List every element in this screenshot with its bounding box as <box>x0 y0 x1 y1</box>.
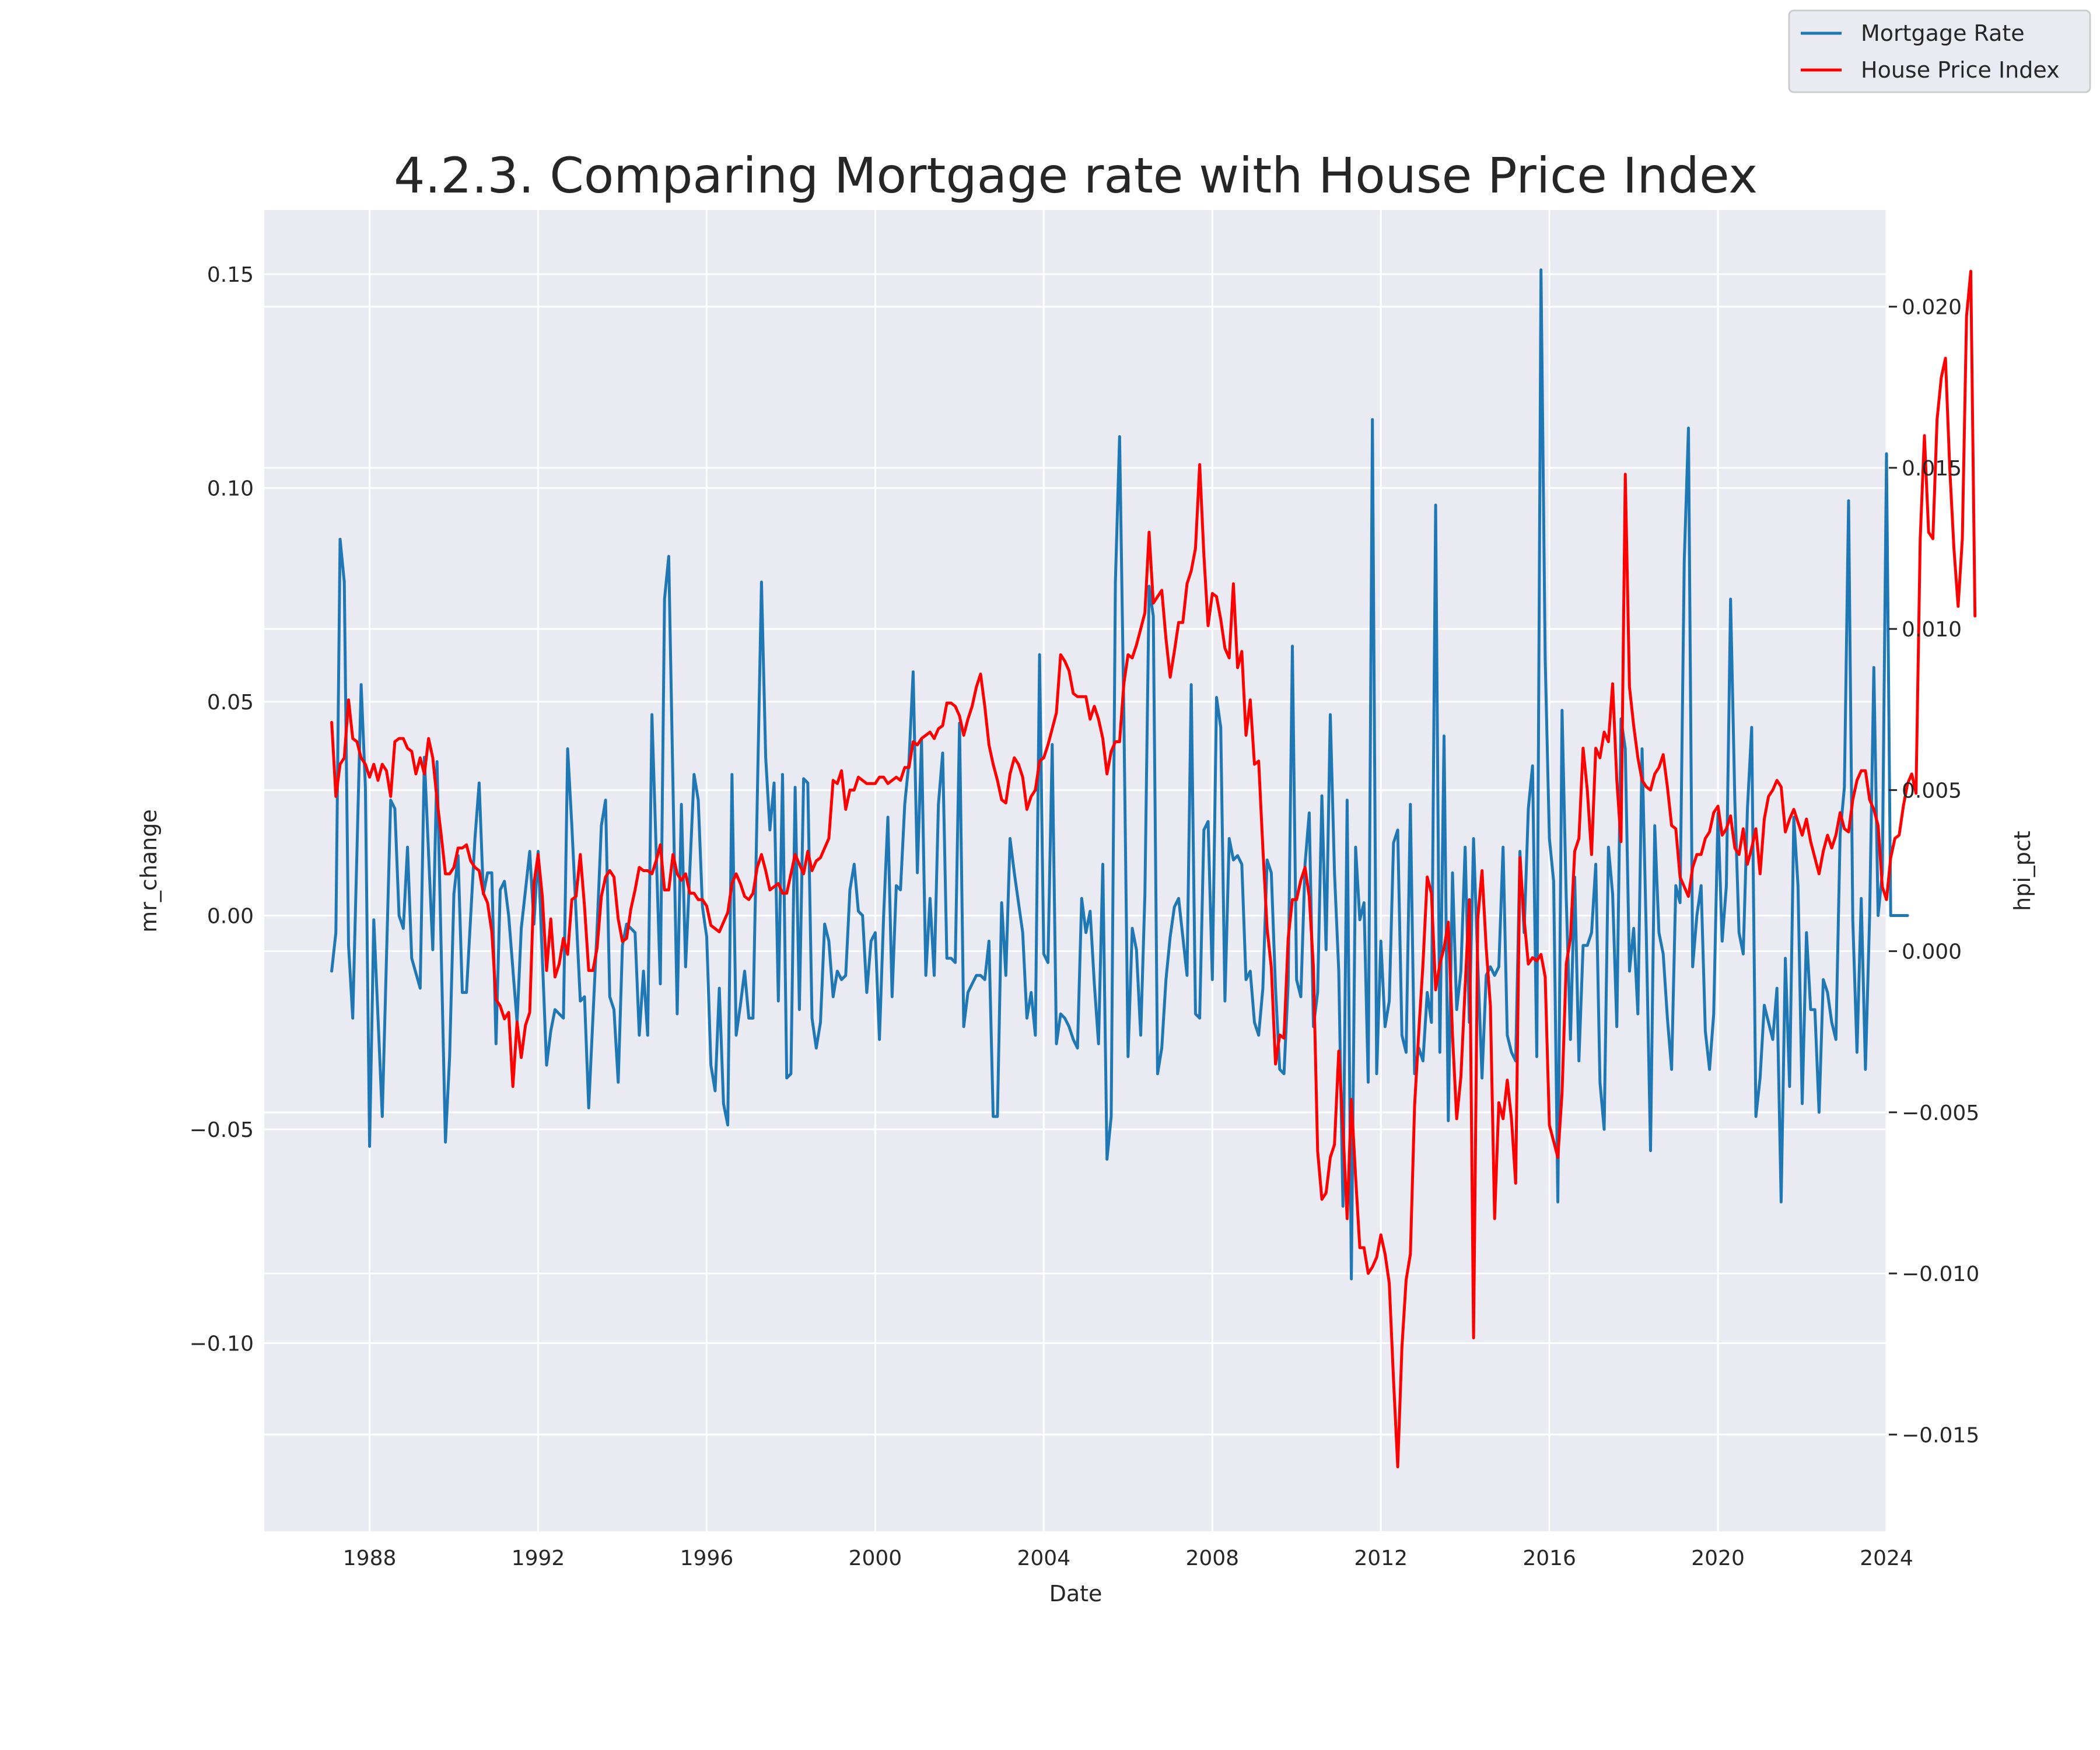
y-right-tick-label: 0.015 <box>1902 457 1962 481</box>
x-tick-label: 2020 <box>1691 1546 1745 1570</box>
y-axis-left-label: mr_change <box>136 809 162 933</box>
y-right-tick-label: −0.010 <box>1902 1262 1979 1286</box>
y-axis-right-label: hpi_pct <box>2010 831 2035 911</box>
x-tick-label: 2012 <box>1354 1546 1408 1570</box>
legend-label-house-price-index: House Price Index <box>1861 57 2060 83</box>
y-left-tick-label: −0.10 <box>190 1332 254 1356</box>
series-line-house-price-index <box>330 270 1977 1468</box>
series-line-mortgage-rate <box>330 268 1909 1280</box>
x-tick-label: 1996 <box>680 1546 734 1570</box>
series-layer <box>330 268 1977 1468</box>
legend-box <box>1788 9 2091 93</box>
x-tick-label: 2000 <box>849 1546 902 1570</box>
x-tick-label: 1988 <box>343 1546 397 1570</box>
legend: Mortgage Rate House Price Index <box>1788 9 2091 93</box>
y-left-tick-label: 0.15 <box>207 263 254 287</box>
x-tick-label: 2024 <box>1860 1546 1913 1570</box>
y-right-tick-label: −0.005 <box>1902 1101 1979 1125</box>
x-tick-label: 2016 <box>1522 1546 1576 1570</box>
y-left-tick-label: 0.00 <box>207 904 254 928</box>
y-right-tick-label: 0.000 <box>1902 940 1962 964</box>
x-tick-label: 1992 <box>512 1546 565 1570</box>
tick-layer: 1988 1992 1996 2000 2004 2008 2012 2016 2020 2024… <box>190 263 1980 1570</box>
legend-label-mortgage-rate: Mortgage Rate <box>1861 20 2025 46</box>
y-right-tick-label: 0.010 <box>1902 618 1962 642</box>
x-tick-label: 2008 <box>1185 1546 1239 1570</box>
y-right-tick-label: 0.020 <box>1902 296 1962 320</box>
x-axis-label: Date <box>1049 1581 1102 1606</box>
plot-area <box>264 210 1887 1531</box>
y-right-tick-label: −0.015 <box>1902 1423 1979 1447</box>
chart-title: 4.2.3. Comparing Mortgage rate with Hous… <box>394 147 1758 204</box>
y-right-tick-label: 0.005 <box>1902 779 1962 803</box>
y-left-tick-label: 0.10 <box>207 477 254 501</box>
y-left-tick-label: 0.05 <box>207 691 254 715</box>
x-tick-label: 2004 <box>1017 1546 1071 1570</box>
y-left-tick-label: −0.05 <box>190 1118 254 1142</box>
